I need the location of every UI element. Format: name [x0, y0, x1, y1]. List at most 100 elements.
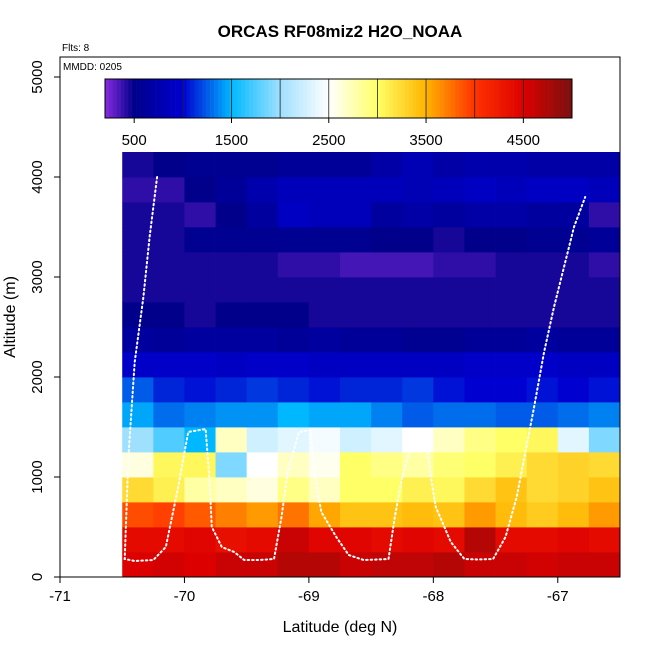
heatmap-cell — [246, 277, 279, 303]
colorbar-swatch — [439, 79, 444, 118]
heatmap-cell — [277, 477, 310, 503]
colorbar-swatch — [486, 79, 491, 118]
colorbar-swatch — [400, 79, 405, 118]
colorbar-swatch — [319, 79, 324, 118]
y-tick-label: 0 — [29, 573, 46, 581]
heatmap-cell — [495, 202, 528, 228]
colorbar-swatch — [303, 79, 308, 118]
colorbar-swatch — [124, 79, 129, 118]
heatmap-cell — [495, 427, 528, 453]
colorbar-swatch — [373, 79, 378, 118]
x-tick-label: -69 — [298, 588, 320, 605]
heatmap-cell — [308, 352, 341, 378]
heatmap-cell — [433, 177, 465, 203]
heatmap-cell — [153, 502, 185, 528]
colorbar-swatch — [159, 79, 164, 118]
colorbar-swatch — [517, 79, 522, 118]
colorbar-swatch — [143, 79, 149, 118]
heatmap-cell — [588, 427, 620, 453]
colorbar-swatch — [377, 79, 382, 118]
heatmap-cell — [340, 402, 372, 428]
heatmap-cell — [184, 252, 216, 278]
heatmap-cell — [402, 527, 434, 553]
heatmap-cell — [340, 502, 372, 528]
heatmap-cell — [588, 552, 620, 577]
heatmap-cell — [184, 302, 216, 328]
heatmap-cell — [184, 502, 216, 528]
colorbar-swatch — [112, 79, 117, 118]
colorbar-swatch — [268, 79, 273, 118]
heatmap-cell — [215, 377, 248, 403]
heatmap-cell — [246, 527, 279, 553]
heatmap-cell — [340, 427, 372, 453]
heatmap-cell — [246, 502, 279, 528]
heatmap-cell — [588, 502, 620, 528]
heatmap-cell — [277, 502, 310, 528]
heatmap-cell — [371, 302, 403, 328]
heatmap-cell — [153, 177, 185, 203]
heatmap-cell — [308, 427, 341, 453]
heatmap-cell — [464, 352, 496, 378]
colorbar-swatch — [408, 79, 413, 118]
heatmap-cell — [308, 302, 341, 328]
y-tick-label: 4000 — [29, 160, 46, 193]
heatmap-cell — [402, 177, 434, 203]
colorbar-swatch — [299, 79, 304, 118]
colorbar-swatch — [147, 79, 152, 118]
colorbar-swatch — [435, 79, 440, 118]
heatmap-cell — [215, 152, 248, 178]
colorbar-swatch — [338, 79, 343, 118]
heatmap-cell — [371, 377, 403, 403]
heatmap-cell — [277, 227, 310, 253]
colorbar-swatch — [186, 79, 191, 118]
colorbar-swatch — [291, 79, 296, 118]
heatmap-cell — [464, 252, 496, 278]
colorbar-swatch — [552, 79, 557, 118]
plot-frame — [59, 56, 621, 578]
heatmap-cell — [526, 252, 559, 278]
heatmap-cell — [371, 177, 403, 203]
heatmap-cell — [184, 552, 216, 577]
heatmap-cell — [620, 327, 650, 352]
heatmap-cell — [277, 452, 310, 478]
colorbar-swatch — [513, 79, 518, 118]
colorbar-swatch — [322, 79, 328, 118]
heatmap-cell — [526, 427, 559, 453]
colorbar-swatch — [416, 79, 421, 118]
colorbar-swatch — [536, 79, 542, 118]
heatmap-cell — [153, 202, 185, 228]
heatmap-cell — [122, 177, 154, 203]
colorbar-tick-label: 2500 — [312, 132, 345, 149]
heatmap-cell — [340, 202, 372, 228]
colorbar-swatch — [346, 79, 351, 118]
heatmap-cell — [433, 452, 465, 478]
heatmap-cell — [620, 177, 650, 202]
heatmap-cell — [153, 377, 185, 403]
colorbar-swatch — [175, 79, 180, 118]
heatmap-cell — [402, 352, 434, 378]
heatmap-cell — [557, 252, 590, 278]
heatmap-cell — [246, 152, 279, 178]
colorbar-swatch — [202, 79, 207, 118]
y-tick-label: 5000 — [29, 60, 46, 93]
heatmap-cell — [340, 527, 372, 553]
heatmap-cell — [557, 352, 590, 378]
heatmap-cell — [464, 327, 496, 353]
heatmap-cell — [277, 277, 310, 303]
heatmap-cell — [122, 402, 154, 428]
heatmap-cell — [184, 277, 216, 303]
colorbar-swatch — [482, 79, 487, 118]
colorbar-swatch — [357, 79, 363, 118]
heatmap-cell — [277, 402, 310, 428]
heatmap-cell — [215, 252, 248, 278]
colorbar-swatch — [540, 79, 546, 118]
colorbar-swatch — [190, 79, 195, 118]
heatmap-cell — [464, 502, 496, 528]
heatmap-cell — [122, 502, 154, 528]
heatmap-cell — [620, 227, 650, 252]
heatmap-cell — [464, 152, 496, 178]
colorbar-swatch — [194, 79, 199, 118]
colorbar-swatch — [447, 79, 452, 118]
colorbar-swatch — [276, 79, 281, 118]
